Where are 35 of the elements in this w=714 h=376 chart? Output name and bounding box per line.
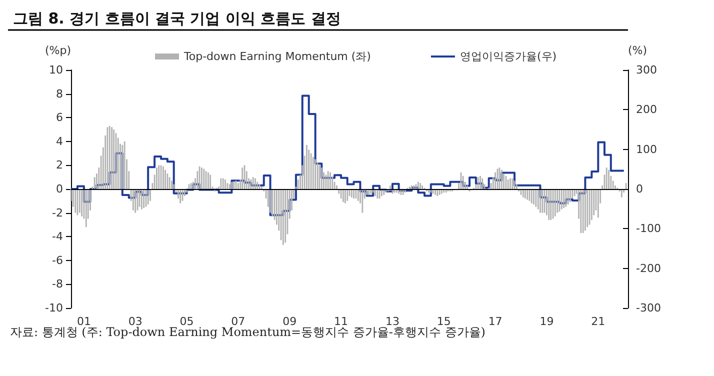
y-axis-title: (%p) bbox=[44, 44, 71, 57]
y-tick-label: -10 bbox=[45, 302, 63, 314]
chart-title: 그림 8. 경기 흐름이 결국 기업 이익 흐름도 결정 bbox=[13, 10, 341, 28]
x-tick-label: 17 bbox=[488, 315, 502, 328]
y-tick-label: 2 bbox=[56, 158, 63, 172]
x-tick-label: 03 bbox=[128, 315, 142, 328]
y2-tick-label: 300 bbox=[636, 64, 657, 76]
y-tick-label: 8 bbox=[56, 87, 63, 100]
y-tick-label: 6 bbox=[56, 111, 63, 124]
x-tick-label: 07 bbox=[231, 315, 246, 328]
x-tick-label: 21 bbox=[591, 315, 606, 328]
y2-tick-label: 0 bbox=[636, 182, 643, 196]
x-tick-label: 01 bbox=[76, 315, 91, 328]
x-tick-label: 19 bbox=[540, 315, 554, 328]
y2-axis-title: (%) bbox=[628, 44, 648, 57]
y-tick-label: 4 bbox=[56, 134, 63, 148]
y2-tick-label: -100 bbox=[636, 222, 661, 236]
y2-tick-label: 200 bbox=[636, 103, 657, 116]
y-tick-label: -8 bbox=[52, 278, 63, 291]
y2-tick-label: -200 bbox=[636, 262, 661, 275]
x-tick-label: 09 bbox=[282, 315, 297, 328]
y-tick-label: 10 bbox=[49, 64, 63, 76]
y-tick-label: 0 bbox=[56, 182, 63, 196]
y-tick-label: -4 bbox=[52, 230, 63, 244]
x-tick-label: 15 bbox=[436, 315, 451, 328]
y-tick-label: -6 bbox=[52, 254, 63, 267]
x-tick-label: 11 bbox=[334, 315, 348, 328]
legend-label: 영업이익증가율(우) bbox=[460, 50, 557, 63]
x-tick-label: 13 bbox=[385, 315, 400, 328]
text: 자료: 통계청 (주: Top-down Earning Momentum=동행지수 증가율-후행지수 증가율) bbox=[10, 325, 486, 339]
x-tick-label: 05 bbox=[180, 315, 194, 328]
legend-label: Top-down Earning Momentum (좌) bbox=[183, 50, 371, 63]
y2-tick-label: -300 bbox=[636, 302, 661, 314]
y2-tick-label: 100 bbox=[636, 142, 657, 156]
y-tick-label: -2 bbox=[52, 206, 63, 220]
